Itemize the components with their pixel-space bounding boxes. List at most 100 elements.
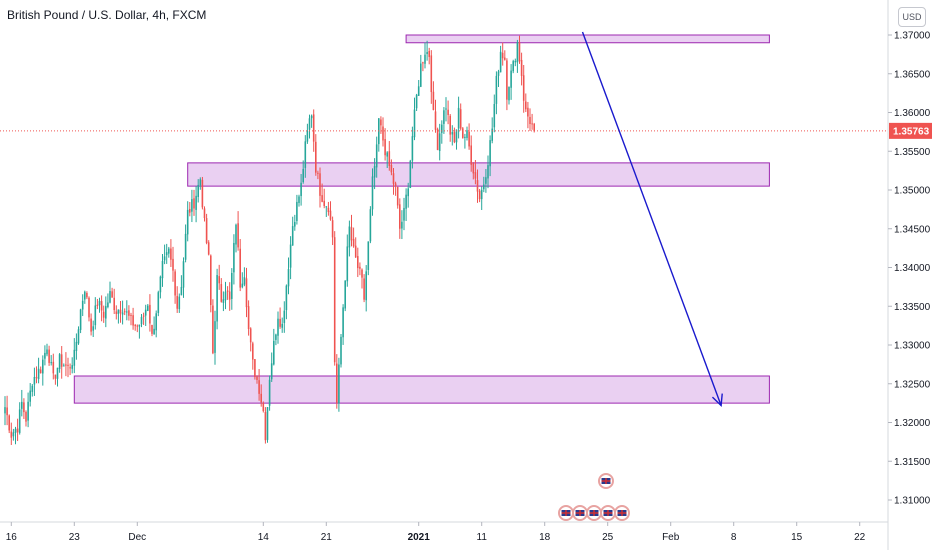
candle-body bbox=[340, 336, 342, 365]
candle-body bbox=[69, 367, 71, 369]
candle-body bbox=[426, 52, 428, 54]
y-tick-label: 1.36500 bbox=[894, 69, 931, 80]
candle-body bbox=[241, 283, 244, 288]
candle-body bbox=[180, 286, 183, 296]
candle-body bbox=[346, 246, 349, 282]
candle-body bbox=[210, 255, 212, 306]
candle-body bbox=[329, 210, 332, 220]
currency-button[interactable]: USD bbox=[898, 7, 926, 27]
candle-body bbox=[382, 126, 384, 141]
candle-body bbox=[506, 60, 508, 100]
candle-body bbox=[485, 177, 487, 184]
candle-body bbox=[470, 145, 472, 165]
candle-body bbox=[476, 180, 479, 192]
candle-body bbox=[54, 374, 57, 379]
candle-body bbox=[10, 431, 13, 438]
candle-body bbox=[478, 190, 481, 200]
candle-body bbox=[27, 401, 29, 421]
candle-body bbox=[373, 166, 376, 178]
candle-body bbox=[245, 278, 248, 308]
candle-body bbox=[172, 258, 174, 271]
candle-body bbox=[222, 299, 225, 303]
candle-body bbox=[474, 172, 477, 179]
candle-body bbox=[369, 209, 372, 242]
candle-body bbox=[189, 208, 191, 213]
candle-body bbox=[237, 223, 239, 248]
candle-body bbox=[220, 284, 223, 302]
candle-body bbox=[367, 241, 370, 270]
candle-body bbox=[100, 301, 103, 311]
candle-body bbox=[29, 390, 31, 402]
candle-body bbox=[308, 118, 311, 130]
candle-body bbox=[512, 61, 514, 72]
economic-events bbox=[558, 473, 630, 521]
candle-body bbox=[415, 94, 418, 109]
candle-body bbox=[233, 242, 235, 273]
candle-body bbox=[90, 318, 92, 332]
candle-body bbox=[226, 290, 229, 292]
candle-body bbox=[149, 304, 151, 324]
candle-body bbox=[342, 307, 344, 338]
candle-body bbox=[268, 379, 271, 406]
candle-body bbox=[23, 402, 25, 413]
candle-body bbox=[468, 131, 470, 147]
x-tick-label: 11 bbox=[477, 532, 488, 543]
candle-body bbox=[92, 326, 94, 331]
candle-body bbox=[191, 199, 193, 212]
candle-body bbox=[331, 220, 334, 238]
y-tick-label: 1.36000 bbox=[894, 108, 931, 119]
candle-body bbox=[117, 309, 120, 314]
candle-body bbox=[195, 195, 197, 210]
candle-body bbox=[516, 42, 519, 63]
candle-body bbox=[77, 329, 80, 344]
x-tick-label: 21 bbox=[321, 532, 333, 543]
y-tick-label: 1.33500 bbox=[894, 302, 931, 313]
candle-body bbox=[35, 377, 38, 379]
candle-body bbox=[495, 75, 498, 104]
candles-layer bbox=[4, 35, 535, 445]
overlay-layer: 1.35763 bbox=[0, 31, 932, 521]
candle-body bbox=[73, 349, 76, 366]
candle-body bbox=[365, 271, 367, 301]
candle-body bbox=[140, 317, 143, 325]
candle-body bbox=[98, 300, 101, 306]
candle-body bbox=[159, 276, 162, 293]
uk-flag-icon bbox=[558, 505, 574, 521]
candle-body bbox=[390, 165, 393, 173]
candle-body bbox=[205, 218, 208, 243]
candle-body bbox=[165, 252, 168, 256]
candle-body bbox=[480, 189, 483, 200]
candle-body bbox=[157, 292, 160, 313]
chart-title: British Pound / U.S. Dollar, 4h, FXCM bbox=[7, 8, 207, 22]
candle-body bbox=[94, 305, 97, 326]
candle-body bbox=[430, 55, 433, 93]
last-price-tag bbox=[889, 122, 932, 139]
candle-body bbox=[12, 432, 15, 437]
candle-body bbox=[67, 364, 69, 366]
candle-body bbox=[392, 173, 395, 184]
candle-body bbox=[527, 107, 529, 117]
y-tick-label: 1.31500 bbox=[894, 457, 931, 468]
y-tick-label: 1.37000 bbox=[894, 31, 931, 42]
candle-body bbox=[312, 114, 315, 142]
candle-body bbox=[352, 238, 355, 247]
candle-body bbox=[388, 151, 391, 166]
candle-body bbox=[184, 233, 187, 260]
candle-body bbox=[239, 248, 241, 288]
candle-body bbox=[65, 364, 67, 366]
candle-body bbox=[531, 123, 533, 125]
candle-body bbox=[441, 124, 443, 133]
candle-body bbox=[60, 354, 63, 367]
candle-body bbox=[168, 248, 170, 254]
candle-body bbox=[294, 222, 296, 227]
candle-body bbox=[84, 291, 86, 300]
candle-body bbox=[155, 313, 157, 331]
candle-body bbox=[455, 129, 458, 143]
candle-body bbox=[457, 107, 460, 129]
candle-body bbox=[273, 340, 275, 365]
candle-body bbox=[336, 363, 338, 403]
candle-body bbox=[147, 305, 149, 311]
candle-body bbox=[224, 291, 227, 301]
candle-body bbox=[350, 227, 353, 241]
